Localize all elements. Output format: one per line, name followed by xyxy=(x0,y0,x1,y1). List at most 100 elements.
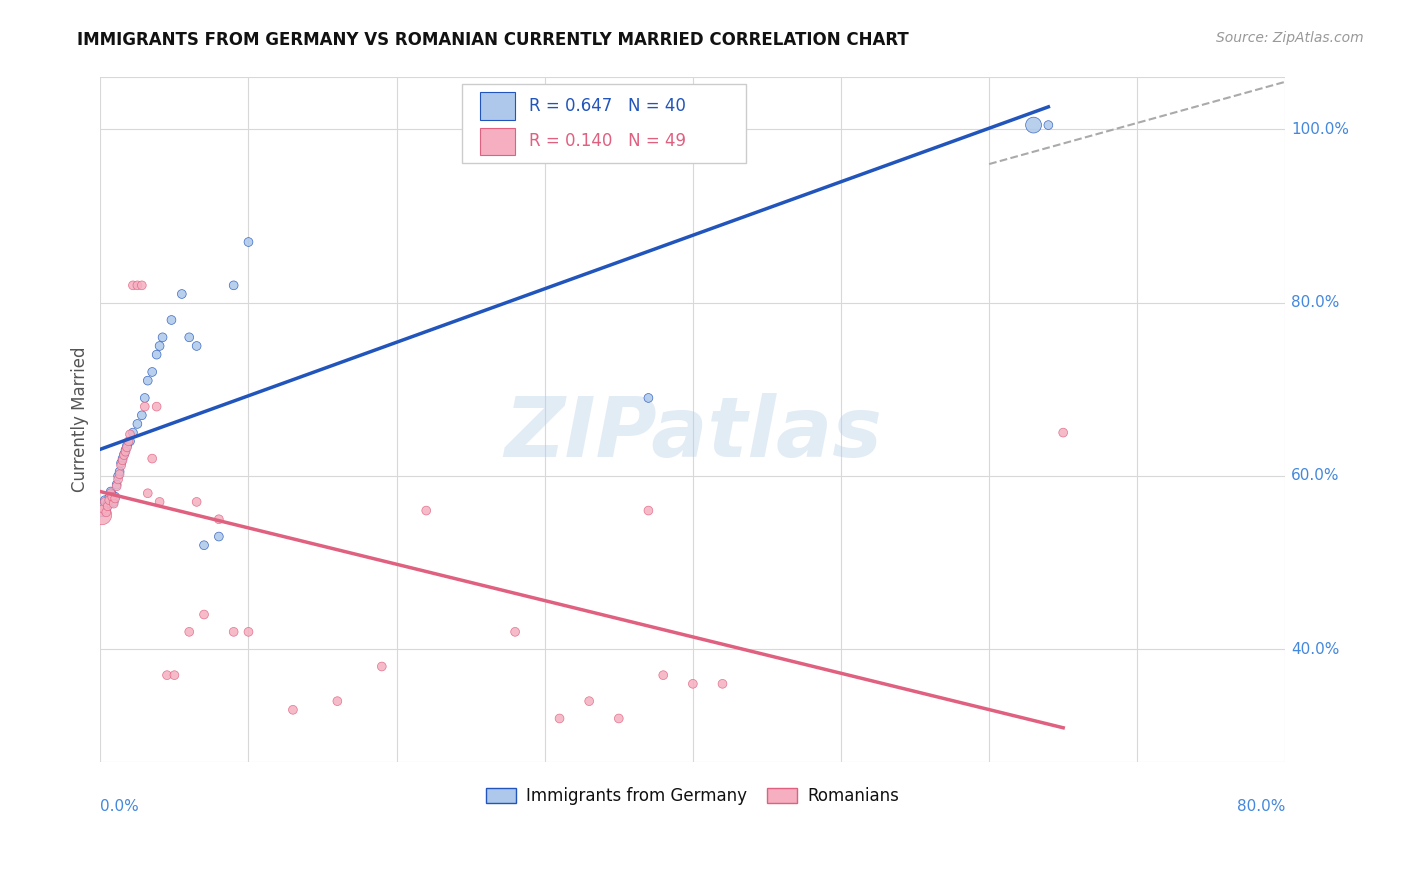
Point xyxy=(156,668,179,682)
Point xyxy=(163,668,186,682)
Point xyxy=(170,287,193,301)
Point xyxy=(105,479,128,493)
Point xyxy=(97,497,120,511)
Point xyxy=(107,469,129,483)
Point xyxy=(238,624,260,639)
Point xyxy=(112,448,135,462)
Point xyxy=(145,348,167,362)
Point xyxy=(122,425,145,440)
Point xyxy=(222,624,245,639)
Point xyxy=(136,374,159,388)
Point xyxy=(326,694,349,708)
Point xyxy=(98,493,121,508)
Point xyxy=(548,711,571,725)
Text: R = 0.647   N = 40: R = 0.647 N = 40 xyxy=(529,97,686,115)
Point xyxy=(503,624,526,639)
FancyBboxPatch shape xyxy=(461,84,747,163)
Point xyxy=(94,495,117,509)
Point xyxy=(179,330,201,344)
Point xyxy=(108,467,131,482)
Point xyxy=(97,500,120,514)
Point xyxy=(90,505,112,519)
Point xyxy=(105,477,128,491)
Point xyxy=(666,140,689,154)
Point xyxy=(108,465,131,479)
Point xyxy=(131,278,153,293)
Text: 60.0%: 60.0% xyxy=(1291,468,1340,483)
Point xyxy=(141,365,163,379)
Point xyxy=(118,427,141,442)
Point xyxy=(141,451,163,466)
Point xyxy=(152,330,174,344)
Point xyxy=(127,278,149,293)
Point xyxy=(101,490,124,504)
Point xyxy=(136,486,159,500)
Point xyxy=(1022,118,1045,132)
Legend: Immigrants from Germany, Romanians: Immigrants from Germany, Romanians xyxy=(479,780,905,812)
Point xyxy=(149,339,172,353)
Point xyxy=(652,668,675,682)
Point xyxy=(186,495,208,509)
Point xyxy=(149,495,172,509)
Point xyxy=(122,278,145,293)
FancyBboxPatch shape xyxy=(479,128,515,155)
Point xyxy=(193,607,215,622)
Point xyxy=(371,659,394,673)
Point xyxy=(682,677,704,691)
Text: IMMIGRANTS FROM GERMANY VS ROMANIAN CURRENTLY MARRIED CORRELATION CHART: IMMIGRANTS FROM GERMANY VS ROMANIAN CURR… xyxy=(77,31,910,49)
Point xyxy=(1038,118,1060,132)
Text: 80.0%: 80.0% xyxy=(1291,295,1340,310)
Point xyxy=(117,434,139,449)
Point xyxy=(112,447,135,461)
Point xyxy=(131,409,153,423)
FancyBboxPatch shape xyxy=(479,93,515,120)
Point xyxy=(186,339,208,353)
Point xyxy=(578,694,600,708)
Point xyxy=(145,400,167,414)
Point xyxy=(94,493,117,508)
Point xyxy=(103,495,125,509)
Point xyxy=(415,503,437,517)
Point xyxy=(114,444,136,458)
Text: ZIPatlas: ZIPatlas xyxy=(503,392,882,474)
Point xyxy=(193,538,215,552)
Point xyxy=(208,530,231,544)
Point xyxy=(118,434,141,449)
Point xyxy=(134,400,156,414)
Text: 40.0%: 40.0% xyxy=(1291,641,1340,657)
Point xyxy=(115,439,138,453)
Point xyxy=(100,486,122,500)
Point xyxy=(96,503,118,517)
Point xyxy=(134,391,156,405)
Point xyxy=(111,451,134,466)
Point xyxy=(101,488,124,502)
Point xyxy=(110,458,132,473)
Point xyxy=(103,497,125,511)
Point xyxy=(607,711,630,725)
Point xyxy=(160,313,183,327)
Point xyxy=(107,472,129,486)
Point xyxy=(98,491,121,505)
Text: Source: ZipAtlas.com: Source: ZipAtlas.com xyxy=(1216,31,1364,45)
Point xyxy=(111,453,134,467)
Point xyxy=(104,490,127,504)
Point xyxy=(711,677,734,691)
Point xyxy=(110,456,132,470)
Point xyxy=(100,484,122,499)
Point xyxy=(91,501,114,516)
Point xyxy=(1052,425,1074,440)
Text: 100.0%: 100.0% xyxy=(1291,122,1350,136)
Text: R = 0.140   N = 49: R = 0.140 N = 49 xyxy=(529,132,686,151)
Point xyxy=(637,391,659,405)
Y-axis label: Currently Married: Currently Married xyxy=(72,347,89,492)
Point xyxy=(114,442,136,457)
Point xyxy=(96,505,118,519)
Point xyxy=(222,278,245,293)
Point xyxy=(90,508,112,522)
Text: 80.0%: 80.0% xyxy=(1237,799,1285,814)
Point xyxy=(127,417,149,431)
Point xyxy=(104,491,127,506)
Point xyxy=(238,235,260,249)
Point xyxy=(115,440,138,454)
Point xyxy=(208,512,231,526)
